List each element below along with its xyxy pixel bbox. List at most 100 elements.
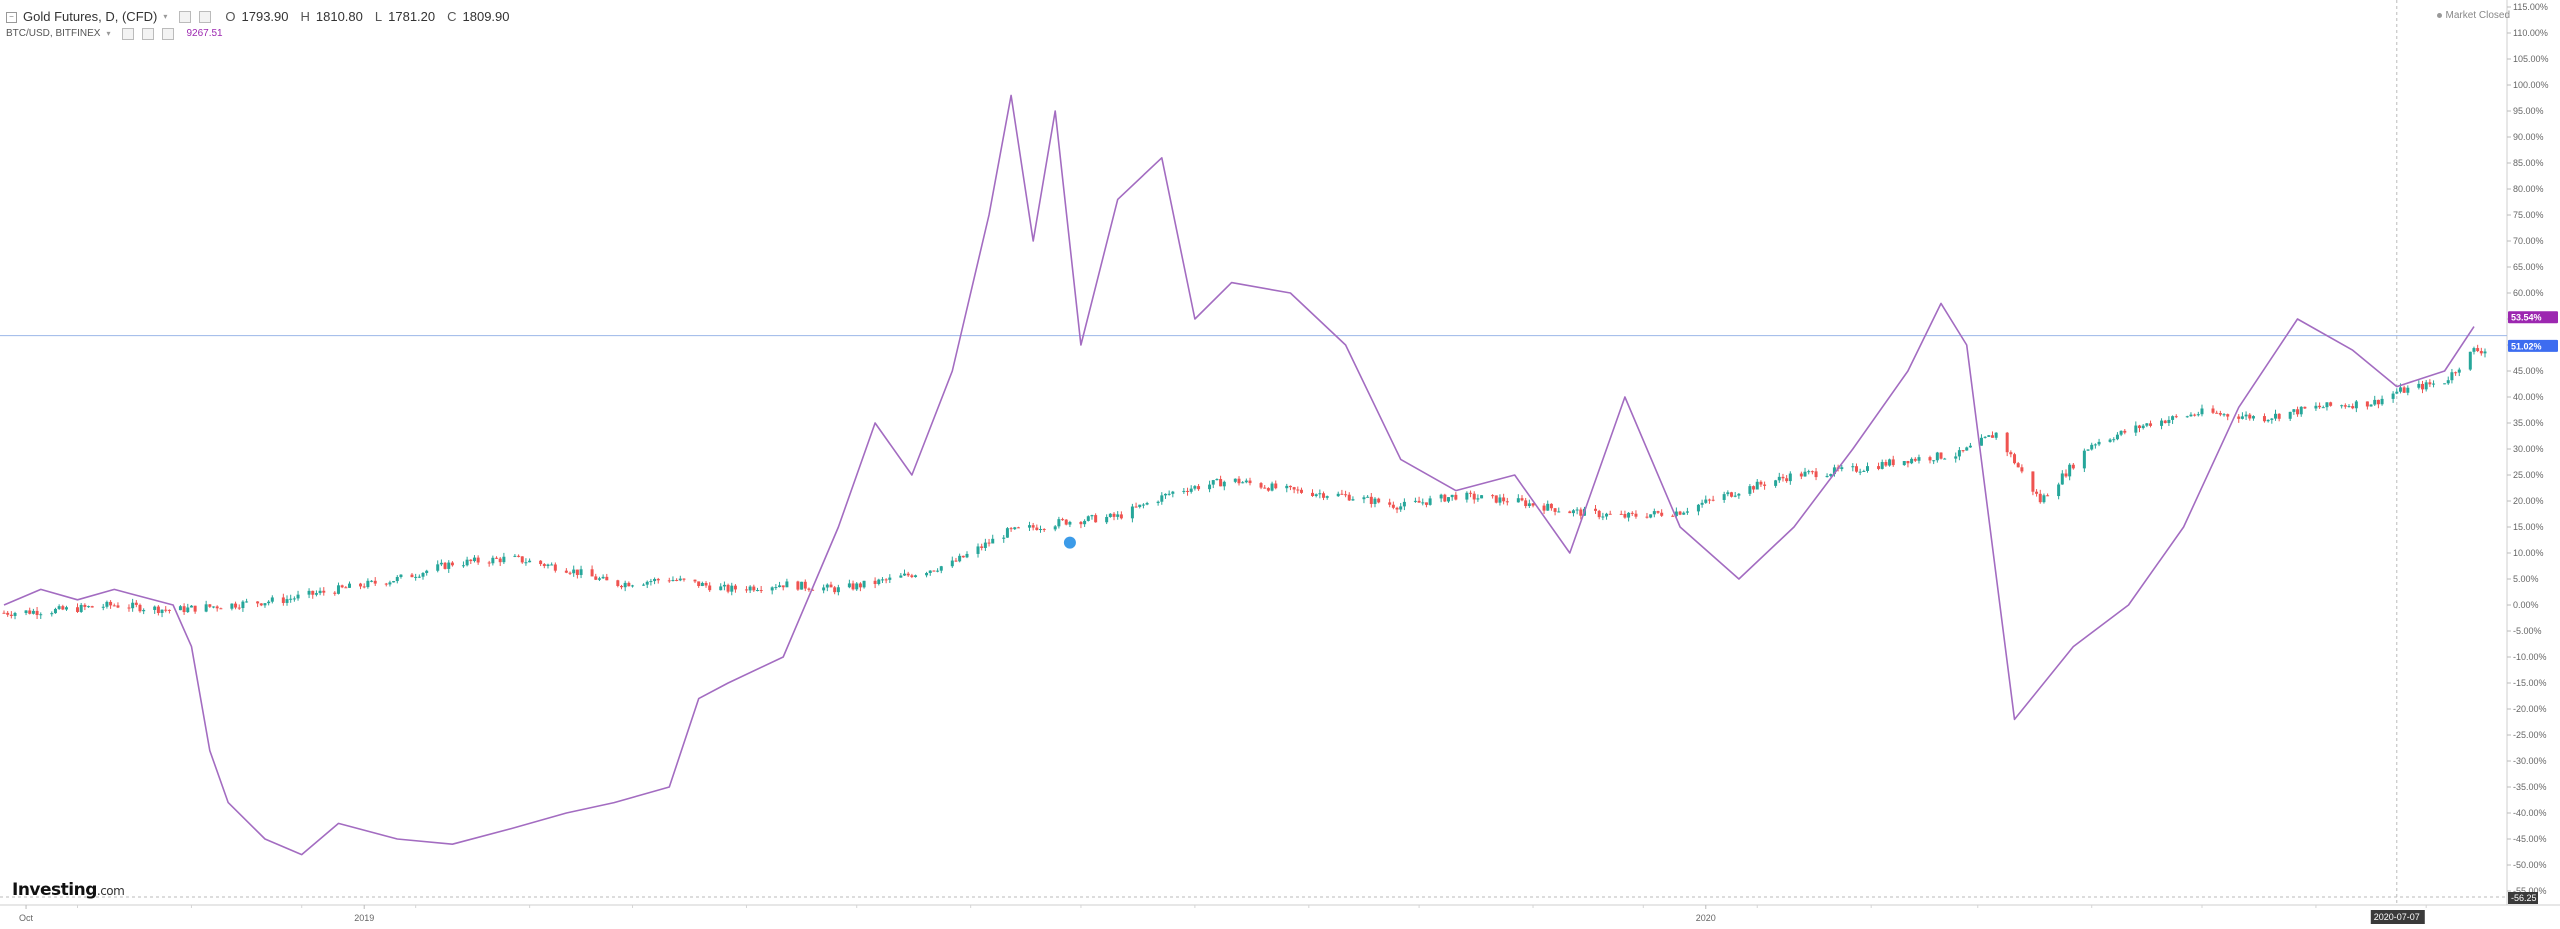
gold-candle-body [1428,498,1432,505]
gold-candle-body [2134,425,2138,433]
open-value: 1793.90 [241,9,289,24]
gold-candle-body [825,584,829,588]
gold-candle-body [1571,510,1575,514]
gold-candle-body [656,578,660,581]
gold-candle-body [1031,525,1035,528]
gold-candle-body [76,607,80,612]
gold-candle-body [1027,525,1031,528]
gold-candle-body [601,576,605,579]
main-series-title[interactable]: Gold Futures, D, (CFD) [23,9,158,24]
gold-candle-body [2222,414,2226,416]
gold-candle-body [1369,496,1373,504]
gold-candle-body [2174,416,2178,418]
gold-candle-body [2329,402,2333,406]
chevron-down-icon[interactable]: ▾ [163,12,168,21]
gold-candle-body [1954,456,1958,459]
gold-candle-body [131,602,135,609]
gold-candle-body [384,583,388,585]
gold-candle-body [491,557,495,564]
gold-candle-body [884,579,888,581]
gold-candle-body [2380,398,2384,405]
gold-candle-body [678,578,682,581]
gold-candle-body [1285,485,1289,489]
gold-candle-body [803,581,807,589]
gold-candle-body [888,577,892,580]
gold-candle-body [2171,416,2175,420]
chevron-down-icon[interactable]: ▾ [106,29,111,38]
gold-candle-body [193,605,197,612]
gold-candle-body [2299,406,2303,415]
gold-candle-body [1943,458,1947,460]
gold-candle-body [13,613,17,616]
gold-candle-body [1594,508,1598,511]
gold-candle-body [616,580,620,586]
gold-candle-body [2031,471,2035,492]
gold-candle-body [1373,498,1377,504]
gold-candle-body [2417,383,2421,388]
gold-candle-body [1454,494,1458,500]
gold-candle-body [2398,387,2402,392]
legend-compare-row[interactable]: BTC/USD, BITFINEX ▾ 9267.51 [6,26,510,42]
visibility-toggle-icon[interactable] [122,28,135,40]
gold-candle-body [1910,458,1914,464]
gold-candle-body [2443,383,2447,385]
remove-icon[interactable] [162,28,175,40]
settings-icon[interactable] [142,28,155,40]
gold-candle-body [719,586,723,591]
gold-candle-body [292,598,296,600]
gold-candle-body [1877,466,1881,469]
gold-candle-body [1700,502,1704,505]
brand-logo: Investing.com [12,880,125,900]
gold-candle-body [1939,452,1943,459]
visibility-toggle-icon[interactable] [179,11,192,23]
gold-candle-body [2303,406,2307,409]
gold-candle-body [1568,511,1572,514]
gold-candle-body [594,576,598,580]
gold-candle-body [79,604,83,612]
gold-candle-body [1498,497,1502,503]
settings-icon[interactable] [199,11,212,23]
gold-candle-body [311,590,315,595]
minus-square-icon[interactable]: − [6,11,17,23]
gold-candle-body [1777,476,1781,481]
bottom-value-badge-bg [2508,892,2538,904]
gold-candle-body [362,586,366,588]
gold-candle-body [182,606,186,613]
gold-candle-body [2141,425,2145,429]
gold-candle-body [178,606,182,611]
gold-candle-body [1935,452,1939,461]
gold-candle-body [2365,401,2369,407]
gold-candle-body [359,583,363,587]
gold-candle-body [116,605,120,608]
gold-candle-body [829,584,833,588]
gold-candle-body [1579,509,1583,516]
gold-candle-body [1237,478,1241,484]
y-tick-label: 30.00% [2513,444,2544,454]
gold-candle-body [697,581,701,586]
gold-candle-body [1160,495,1164,502]
gold-candle-body [1608,513,1612,515]
close-value: 1809.90 [462,9,510,24]
gold-candle-body [1244,480,1248,483]
gold-candle-body [450,562,454,566]
gold-candle-body [87,606,91,608]
gold-candle-body [645,581,649,585]
gold-candle-body [2093,444,2097,446]
legend-main-row[interactable]: − Gold Futures, D, (CFD) ▾ O 1793.90 H 181… [6,8,510,26]
gold-candle-body [528,560,532,563]
gold-candle-body [2450,372,2454,381]
gold-candle-body [1292,487,1296,490]
compare-series-title[interactable]: BTC/USD, BITFINEX [6,28,101,39]
gold-candle-body [1130,506,1134,519]
gold-candle-body [939,566,943,571]
gold-candle-body [759,590,763,592]
gold-candle-body [1208,484,1212,490]
event-marker-icon[interactable] [1063,536,1076,549]
gold-candle-body [961,555,965,558]
gold-candle-body [270,597,274,602]
gold-candle-body [1785,478,1789,482]
gold-candle-body [1079,521,1083,525]
gold-candle-body [517,555,521,557]
